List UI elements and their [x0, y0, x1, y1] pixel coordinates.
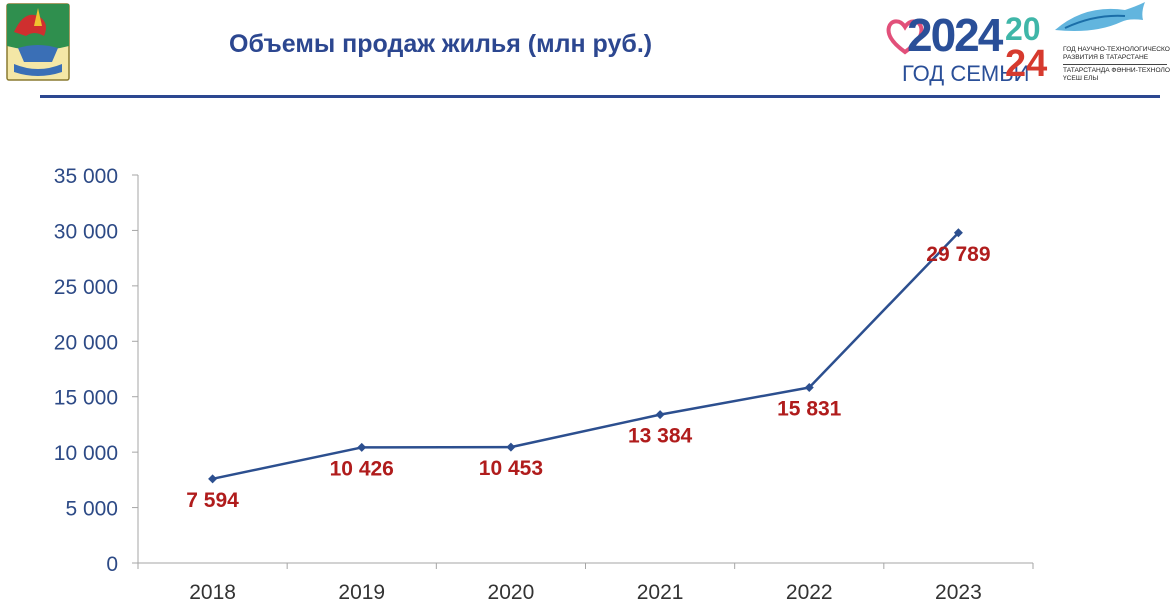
y-tick-label: 35 000: [54, 165, 118, 188]
year-of-family-logo: 2024 ГОД СЕМЬИ 20 24 ГОД НАУЧНО-ТЕХНОЛОГ…: [885, 0, 1170, 90]
x-tick-label: 2020: [488, 581, 535, 604]
data-point-marker: [506, 442, 516, 452]
data-point-marker: [804, 383, 814, 393]
data-label: 29 789: [926, 243, 990, 266]
brand-year2-bottom: 24: [1005, 43, 1048, 85]
data-point-marker: [953, 228, 963, 238]
y-tick-label: 25 000: [54, 276, 118, 299]
data-label: 10 453: [479, 457, 543, 480]
y-tick-label: 15 000: [54, 387, 118, 410]
data-point-marker: [655, 410, 665, 420]
y-tick-label: 0: [106, 553, 118, 576]
data-point-marker: [357, 442, 367, 452]
tagline-ru-line2: РАЗВИТИЯ В ТАТАРСТАНЕ: [1063, 54, 1149, 61]
data-label: 15 831: [777, 398, 842, 421]
data-label: 7 594: [186, 489, 239, 512]
heart-icon: [886, 19, 924, 55]
x-tick-label: 2023: [935, 581, 982, 604]
x-tick-label: 2022: [786, 581, 833, 604]
page-title: Объемы продаж жилья (млн руб.): [229, 30, 653, 58]
tagline-tt-line2: ҮСЕШ ЕЛЫ: [1063, 75, 1099, 82]
series-line: [212, 231, 960, 481]
data-label: 13 384: [628, 425, 693, 448]
y-tick-label: 10 000: [54, 442, 118, 465]
data-point-marker: [208, 474, 218, 484]
coat-of-arms-logo: [6, 3, 70, 81]
slide-header: Объемы продаж жилья (млн руб.) 2024 ГОД …: [0, 0, 1170, 100]
x-tick-label: 2021: [637, 581, 684, 604]
data-label: 10 426: [330, 457, 394, 480]
tagline-divider: [1063, 64, 1167, 65]
x-tick-label: 2018: [189, 581, 236, 604]
x-tick-label: 2019: [338, 581, 385, 604]
brand-family-year: ГОД СЕМЬИ: [902, 61, 1030, 86]
brand-year2-top: 20: [1005, 11, 1041, 47]
y-tick-label: 20 000: [54, 331, 118, 354]
y-tick-label: 30 000: [54, 220, 118, 243]
y-tick-label: 5 000: [65, 498, 118, 521]
fish-emblem-icon: [1055, 2, 1145, 31]
header-divider: [40, 95, 1160, 98]
tagline-tt-line1: ТАТАРСТАНДА ФӘННИ-ТЕХНОЛОГИК: [1063, 67, 1170, 74]
brand-year: 2024: [907, 9, 1003, 61]
tagline-ru-line1: ГОД НАУЧНО-ТЕХНОЛОГИЧЕСКОГО: [1063, 46, 1170, 53]
